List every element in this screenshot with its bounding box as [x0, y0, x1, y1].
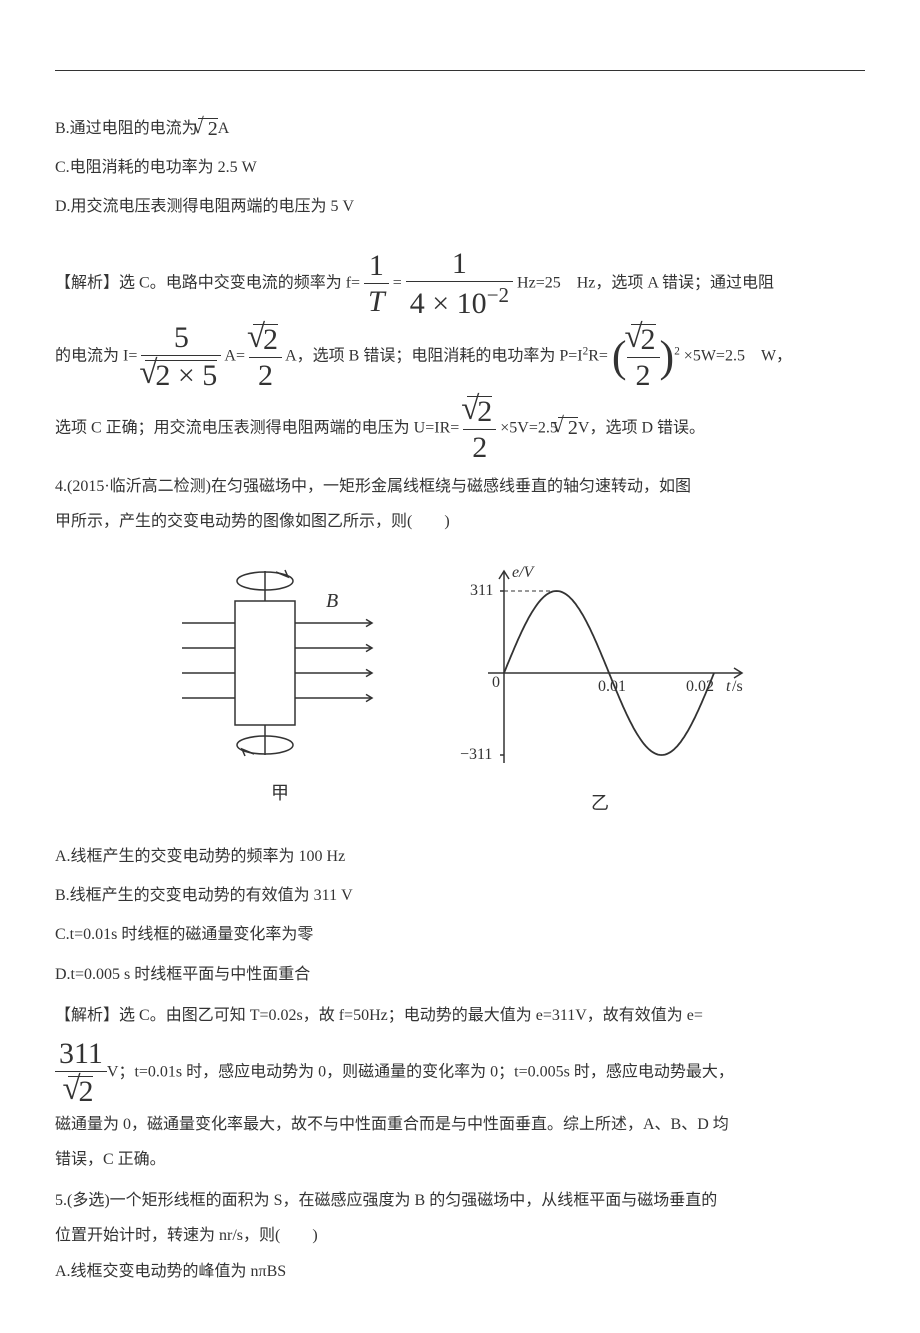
- q3-option-c: C.电阻消耗的电功率为 2.5 W: [55, 150, 865, 185]
- fraction: 5 2 × 5: [141, 323, 221, 391]
- sqrt-icon: 2: [467, 396, 492, 427]
- q4-analysis-line2: 311 2 V；t=0.01s 时，感应电动势为 0，则磁通量的变化率为 0；t…: [55, 1039, 865, 1107]
- q4-option-b: B.线框产生的交变电动势的有效值为 311 V: [55, 878, 865, 913]
- sqrt-icon: 2: [68, 1076, 93, 1107]
- text: 4 × 10: [410, 287, 487, 320]
- fraction: 2 2: [463, 395, 496, 463]
- figure-yi-label: 乙: [591, 789, 609, 815]
- numerator: 2: [249, 323, 282, 357]
- numerator: 2: [463, 395, 496, 429]
- text: A=: [224, 347, 245, 364]
- page-container: B.通过电阻的电流为2A C.电阻消耗的电功率为 2.5 W D.用交流电压表测…: [0, 0, 920, 1333]
- q3-analysis-line1: 【解析】选 C。电路中交变电流的频率为 f= 1 T = 1 4 × 10−2 …: [55, 249, 865, 319]
- sqrt-icon: 2: [558, 417, 578, 438]
- svg-text:−311: −311: [460, 746, 492, 763]
- numerator: 1: [364, 251, 389, 283]
- denominator: 2: [249, 357, 282, 391]
- text: A，选项 B 错误；电阻消耗的电功率为 P=I: [285, 347, 582, 364]
- exponent: −2: [487, 283, 509, 307]
- q4-analysis-line4: 错误，C 正确。: [55, 1142, 865, 1177]
- text: ×5V=2.5: [500, 419, 558, 436]
- paren-fraction: ( 2 2 ): [612, 323, 674, 391]
- q4-analysis-line3: 磁通量为 0，磁通量变化率最大，故不与中性面重合而是与中性面垂直。综上所述，A、…: [55, 1107, 865, 1142]
- q4-option-a: A.线框产生的交变电动势的频率为 100 Hz: [55, 839, 865, 874]
- text: 选 C。电路中交变电流的频率为 f=: [119, 274, 360, 291]
- denominator: T: [364, 283, 389, 317]
- equals: =: [393, 274, 402, 291]
- text: ×5W=2.5 W，: [684, 347, 792, 364]
- svg-text:311: 311: [470, 582, 493, 599]
- q4-stem-2: 甲所示，产生的交变电动势的图像如图乙所示，则( ): [55, 504, 865, 539]
- figure-yi: e/V 0 0.01 0.02 t/s 311 −311 乙: [450, 563, 750, 815]
- denominator: 2: [627, 357, 660, 391]
- svg-text:e/V: e/V: [512, 564, 536, 581]
- q4-option-c: C.t=0.01s 时线框的磁通量变化率为零: [55, 917, 865, 952]
- denominator: 2: [55, 1071, 107, 1107]
- q3-analysis-line3: 选项 C 正确；用交流电压表测得电阻两端的电压为 U=IR= 2 2 ×5V=2…: [55, 395, 865, 463]
- figure-jia-label: 甲: [271, 779, 289, 805]
- q3-option-d: D.用交流电压表测得电阻两端的电压为 5 V: [55, 189, 865, 224]
- text: R=: [588, 347, 608, 364]
- numerator: 1: [406, 249, 513, 281]
- q3-b-prefix: B.通过电阻的电流为: [55, 120, 198, 137]
- q3-option-b: B.通过电阻的电流为2A: [55, 111, 865, 146]
- text: V，选项 D 错误。: [578, 419, 705, 436]
- chart-yi: e/V 0 0.01 0.02 t/s 311 −311: [450, 563, 750, 773]
- q5-stem-2: 位置开始计时，转速为 nr/s，则( ): [55, 1218, 865, 1253]
- q4-stem: 4.(2015·临沂高二检测)在匀强磁场中，一矩形金属线框绕与磁感线垂直的轴匀速…: [55, 469, 865, 504]
- fraction: 1 T: [364, 251, 389, 317]
- fraction: 1 4 × 10−2: [406, 249, 513, 319]
- figure-jia: B 甲: [170, 563, 390, 805]
- diagram-jia: B: [170, 563, 390, 763]
- numerator: 5: [141, 323, 221, 355]
- svg-text:0.01: 0.01: [598, 678, 626, 695]
- sqrt-icon: 2: [631, 324, 656, 355]
- denominator: 2 × 5: [141, 355, 221, 391]
- figure-row: B 甲 e/V 0 0.01 0.02 t/s 311 −311 乙: [55, 563, 865, 815]
- text: Hz=25 Hz，选项 A 错误；通过电阻: [517, 274, 774, 291]
- denominator: 4 × 10−2: [406, 281, 513, 319]
- right-paren-icon: ): [660, 339, 675, 374]
- q3-analysis-line2: 的电流为 I= 5 2 × 5 A= 2 2 A，选项 B 错误；电阻消耗的电功…: [55, 323, 865, 391]
- analysis-tag: 【解析】: [55, 274, 119, 291]
- q4-analysis-line1: 【解析】选 C。由图乙可知 T=0.02s，故 f=50Hz；电动势的最大值为 …: [55, 998, 865, 1033]
- denominator: 2: [463, 429, 496, 463]
- text: V；t=0.01s 时，感应电动势为 0，则磁通量的变化率为 0；t=0.005…: [107, 1064, 734, 1081]
- top-rule: [55, 70, 865, 71]
- q4-option-d: D.t=0.005 s 时线框平面与中性面重合: [55, 957, 865, 992]
- fraction: 2 2: [249, 323, 282, 391]
- numerator: 2: [627, 323, 660, 357]
- svg-text:0: 0: [492, 674, 500, 691]
- exponent: 2: [674, 345, 680, 357]
- sqrt-icon: 2: [253, 324, 278, 355]
- svg-text:B: B: [326, 590, 338, 612]
- text: 的电流为 I=: [55, 347, 137, 364]
- q5-stem: 5.(多选)一个矩形线框的面积为 S，在磁感应强度为 B 的匀强磁场中，从线框平…: [55, 1183, 865, 1218]
- analysis-tag: 【解析】: [55, 1007, 119, 1024]
- sqrt-icon: 2: [198, 118, 218, 139]
- q5-option-a: A.线框交变电动势的峰值为 nπBS: [55, 1254, 865, 1289]
- svg-text:/s: /s: [732, 678, 743, 695]
- q3-b-suffix: A: [218, 120, 230, 137]
- fraction: 2 2: [627, 323, 660, 391]
- svg-text:t: t: [726, 678, 731, 695]
- fraction: 311 2: [55, 1039, 107, 1107]
- numerator: 311: [55, 1039, 107, 1071]
- text: 选项 C 正确；用交流电压表测得电阻两端的电压为 U=IR=: [55, 419, 459, 436]
- text: 选 C。由图乙可知 T=0.02s，故 f=50Hz；电动势的最大值为 e=31…: [119, 1007, 703, 1024]
- svg-text:0.02: 0.02: [686, 678, 714, 695]
- sqrt-icon: 2 × 5: [145, 360, 217, 391]
